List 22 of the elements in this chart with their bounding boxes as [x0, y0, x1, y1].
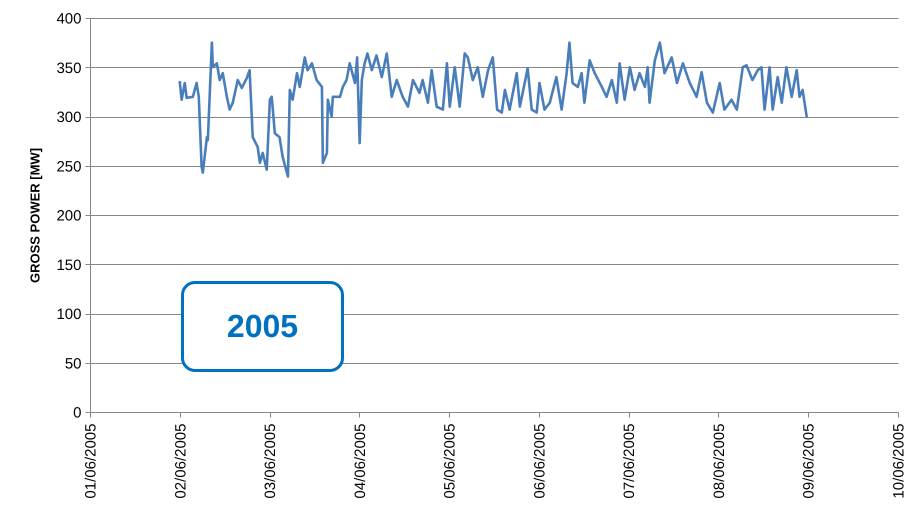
x-tick-label: 05/06/2005: [442, 424, 459, 499]
x-tick-label: 07/06/2005: [621, 424, 638, 499]
y-tick-label: 100: [56, 306, 82, 323]
y-axis-title: GROSS POWER [MW]: [27, 148, 42, 284]
y-tick-label: 300: [56, 109, 82, 126]
x-tick-label: 01/06/2005: [82, 424, 100, 499]
line-series: [178, 41, 808, 178]
y-tick-label: 0: [73, 404, 82, 422]
x-tick-label: 06/06/2005: [531, 424, 548, 499]
y-tick-label: 200: [56, 208, 82, 224]
y-tick-label: 150: [56, 256, 82, 274]
x-tick-label: 10/06/2005: [890, 424, 904, 499]
x-tick-label: 04/06/2005: [352, 424, 369, 499]
y-tick-label: 250: [56, 158, 82, 176]
x-tick-label: 03/06/2005: [262, 424, 280, 499]
x-tick-label: 08/06/2005: [710, 424, 728, 499]
rounded-box: 2005: [181, 281, 344, 372]
y-tick-label: 350: [56, 60, 82, 77]
y-tick-label: 400: [56, 10, 82, 28]
x-tick-label: 09/06/2005: [800, 424, 818, 499]
x-tick-label: 02/06/2005: [172, 424, 190, 499]
y-tick-label: 50: [64, 355, 82, 372]
